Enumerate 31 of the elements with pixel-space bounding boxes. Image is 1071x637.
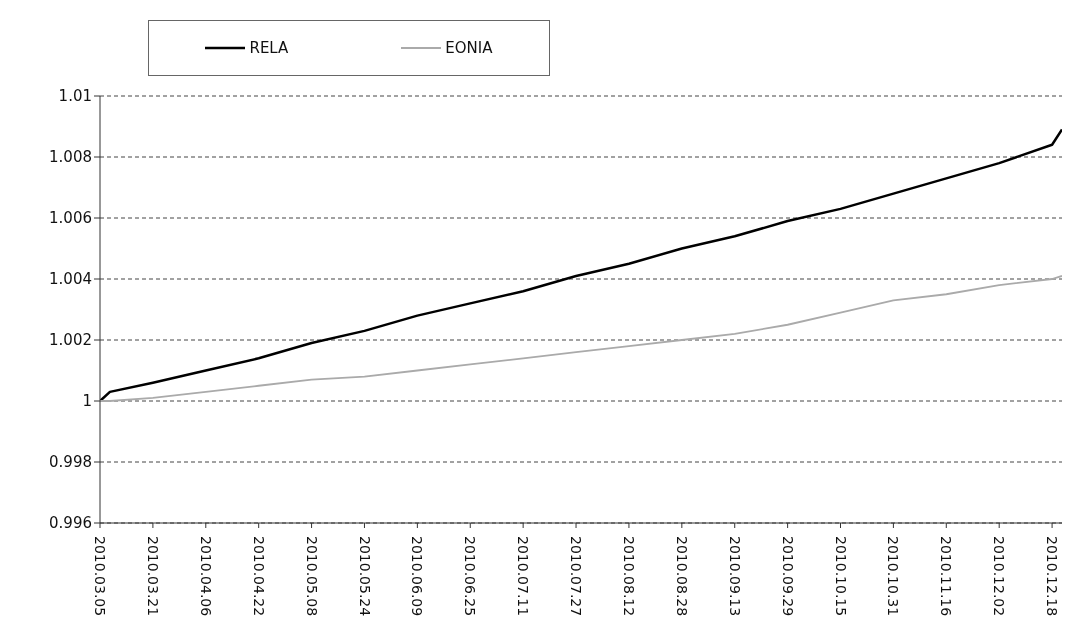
y-tick-label: 1.01	[58, 87, 92, 106]
line-series	[100, 128, 1062, 403]
y-tick-label: 0.996	[49, 514, 92, 533]
x-tick-label: 2010.08.12	[621, 536, 638, 617]
y-tick-label: 1	[82, 392, 92, 411]
x-tick-label: 2010.12.18	[1044, 536, 1061, 617]
x-tick-label: 2010.10.15	[832, 536, 849, 617]
x-tick-label: 2010.06.09	[409, 536, 426, 617]
x-tick-label: 2010.11.16	[938, 536, 955, 617]
x-tick-label: 2010.05.08	[303, 536, 320, 617]
x-tick-label: 2010.06.25	[462, 536, 479, 617]
y-tick-label: 1.002	[49, 331, 92, 350]
y-tick-label: 0.998	[49, 453, 92, 472]
x-tick-label: 2010.04.22	[250, 536, 267, 617]
y-tick-label: 1.006	[49, 209, 92, 228]
x-tick-label: 2010.03.21	[144, 536, 161, 617]
x-tick-label: 2010.05.24	[356, 536, 373, 617]
x-tick-label: 2010.10.31	[885, 536, 902, 617]
x-tick-label: 2010.03.05	[92, 536, 109, 617]
x-tick-label: 2010.12.02	[991, 536, 1008, 617]
x-tick-label: 2010.07.27	[568, 536, 585, 617]
legend-label: RELA	[249, 39, 289, 57]
y-tick-label: 1.008	[49, 148, 92, 167]
x-tick-label: 2010.08.28	[673, 536, 690, 617]
x-tick-label: 2010.07.11	[515, 536, 532, 617]
line-series	[100, 275, 1062, 402]
x-tick-label: 2010.09.29	[779, 536, 796, 617]
x-tick-label: 2010.09.13	[726, 536, 743, 617]
y-tick-label: 1.004	[49, 270, 92, 289]
x-tick-label: 2010.04.06	[197, 536, 214, 617]
legend-label: EONIA	[445, 39, 493, 57]
